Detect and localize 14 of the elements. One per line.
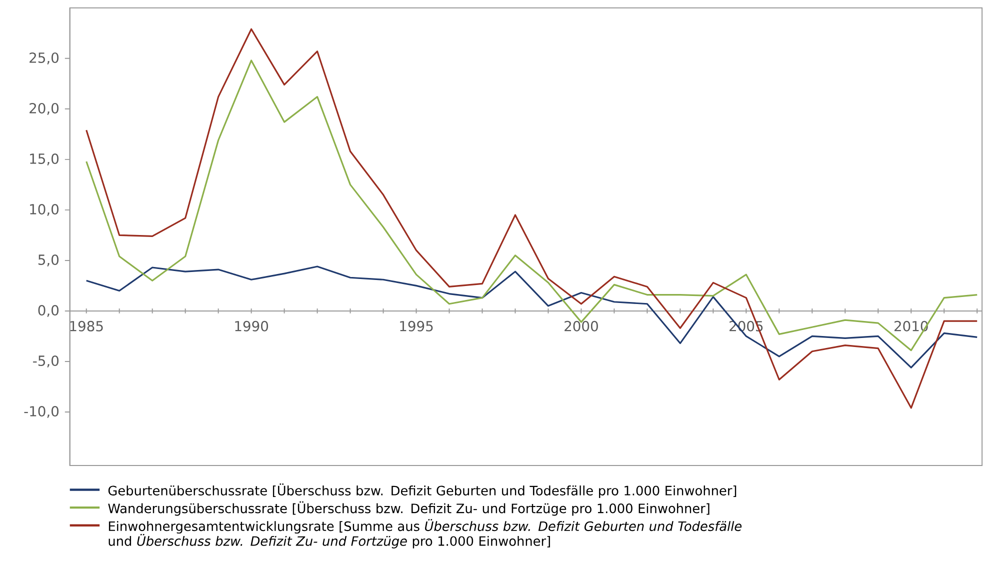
y-tick-label: -5,0: [33, 356, 59, 368]
legend-label: Wanderungsüberschussrate [Überschuss bzw. Defizit Zu- und Fortzüge pro 1.000 Einwohner]: [108, 502, 710, 516]
text: Einwohnergesamtentwicklungsrate [Summe aus Überschuss bzw. Defizit Geburten und Todesfälle und Überschuss bzw. Defizit Zu- und Fortzüge pro 1.000 Einwohner]: [108, 519, 742, 549]
y-tick-label: 0,0: [38, 305, 59, 318]
x-tick-label: 1990: [235, 321, 268, 332]
y-tick-label: 10,0: [30, 204, 59, 216]
y-tick-label: 20,0: [30, 103, 59, 116]
legend-label: Geburtenüberschussrate [Überschuss bzw. Defizit Geburten und Todesfälle pro 1.000 Einwohner]: [108, 484, 736, 498]
y-tick-label: 5,0: [38, 254, 59, 267]
y-tick-label: 25,0: [30, 52, 59, 65]
x-tick-label: 1995: [400, 321, 433, 332]
x-tick-label: 2000: [564, 321, 598, 332]
y-tick-label: -10,0: [24, 406, 59, 418]
y-tick-label: 15,0: [30, 154, 59, 166]
